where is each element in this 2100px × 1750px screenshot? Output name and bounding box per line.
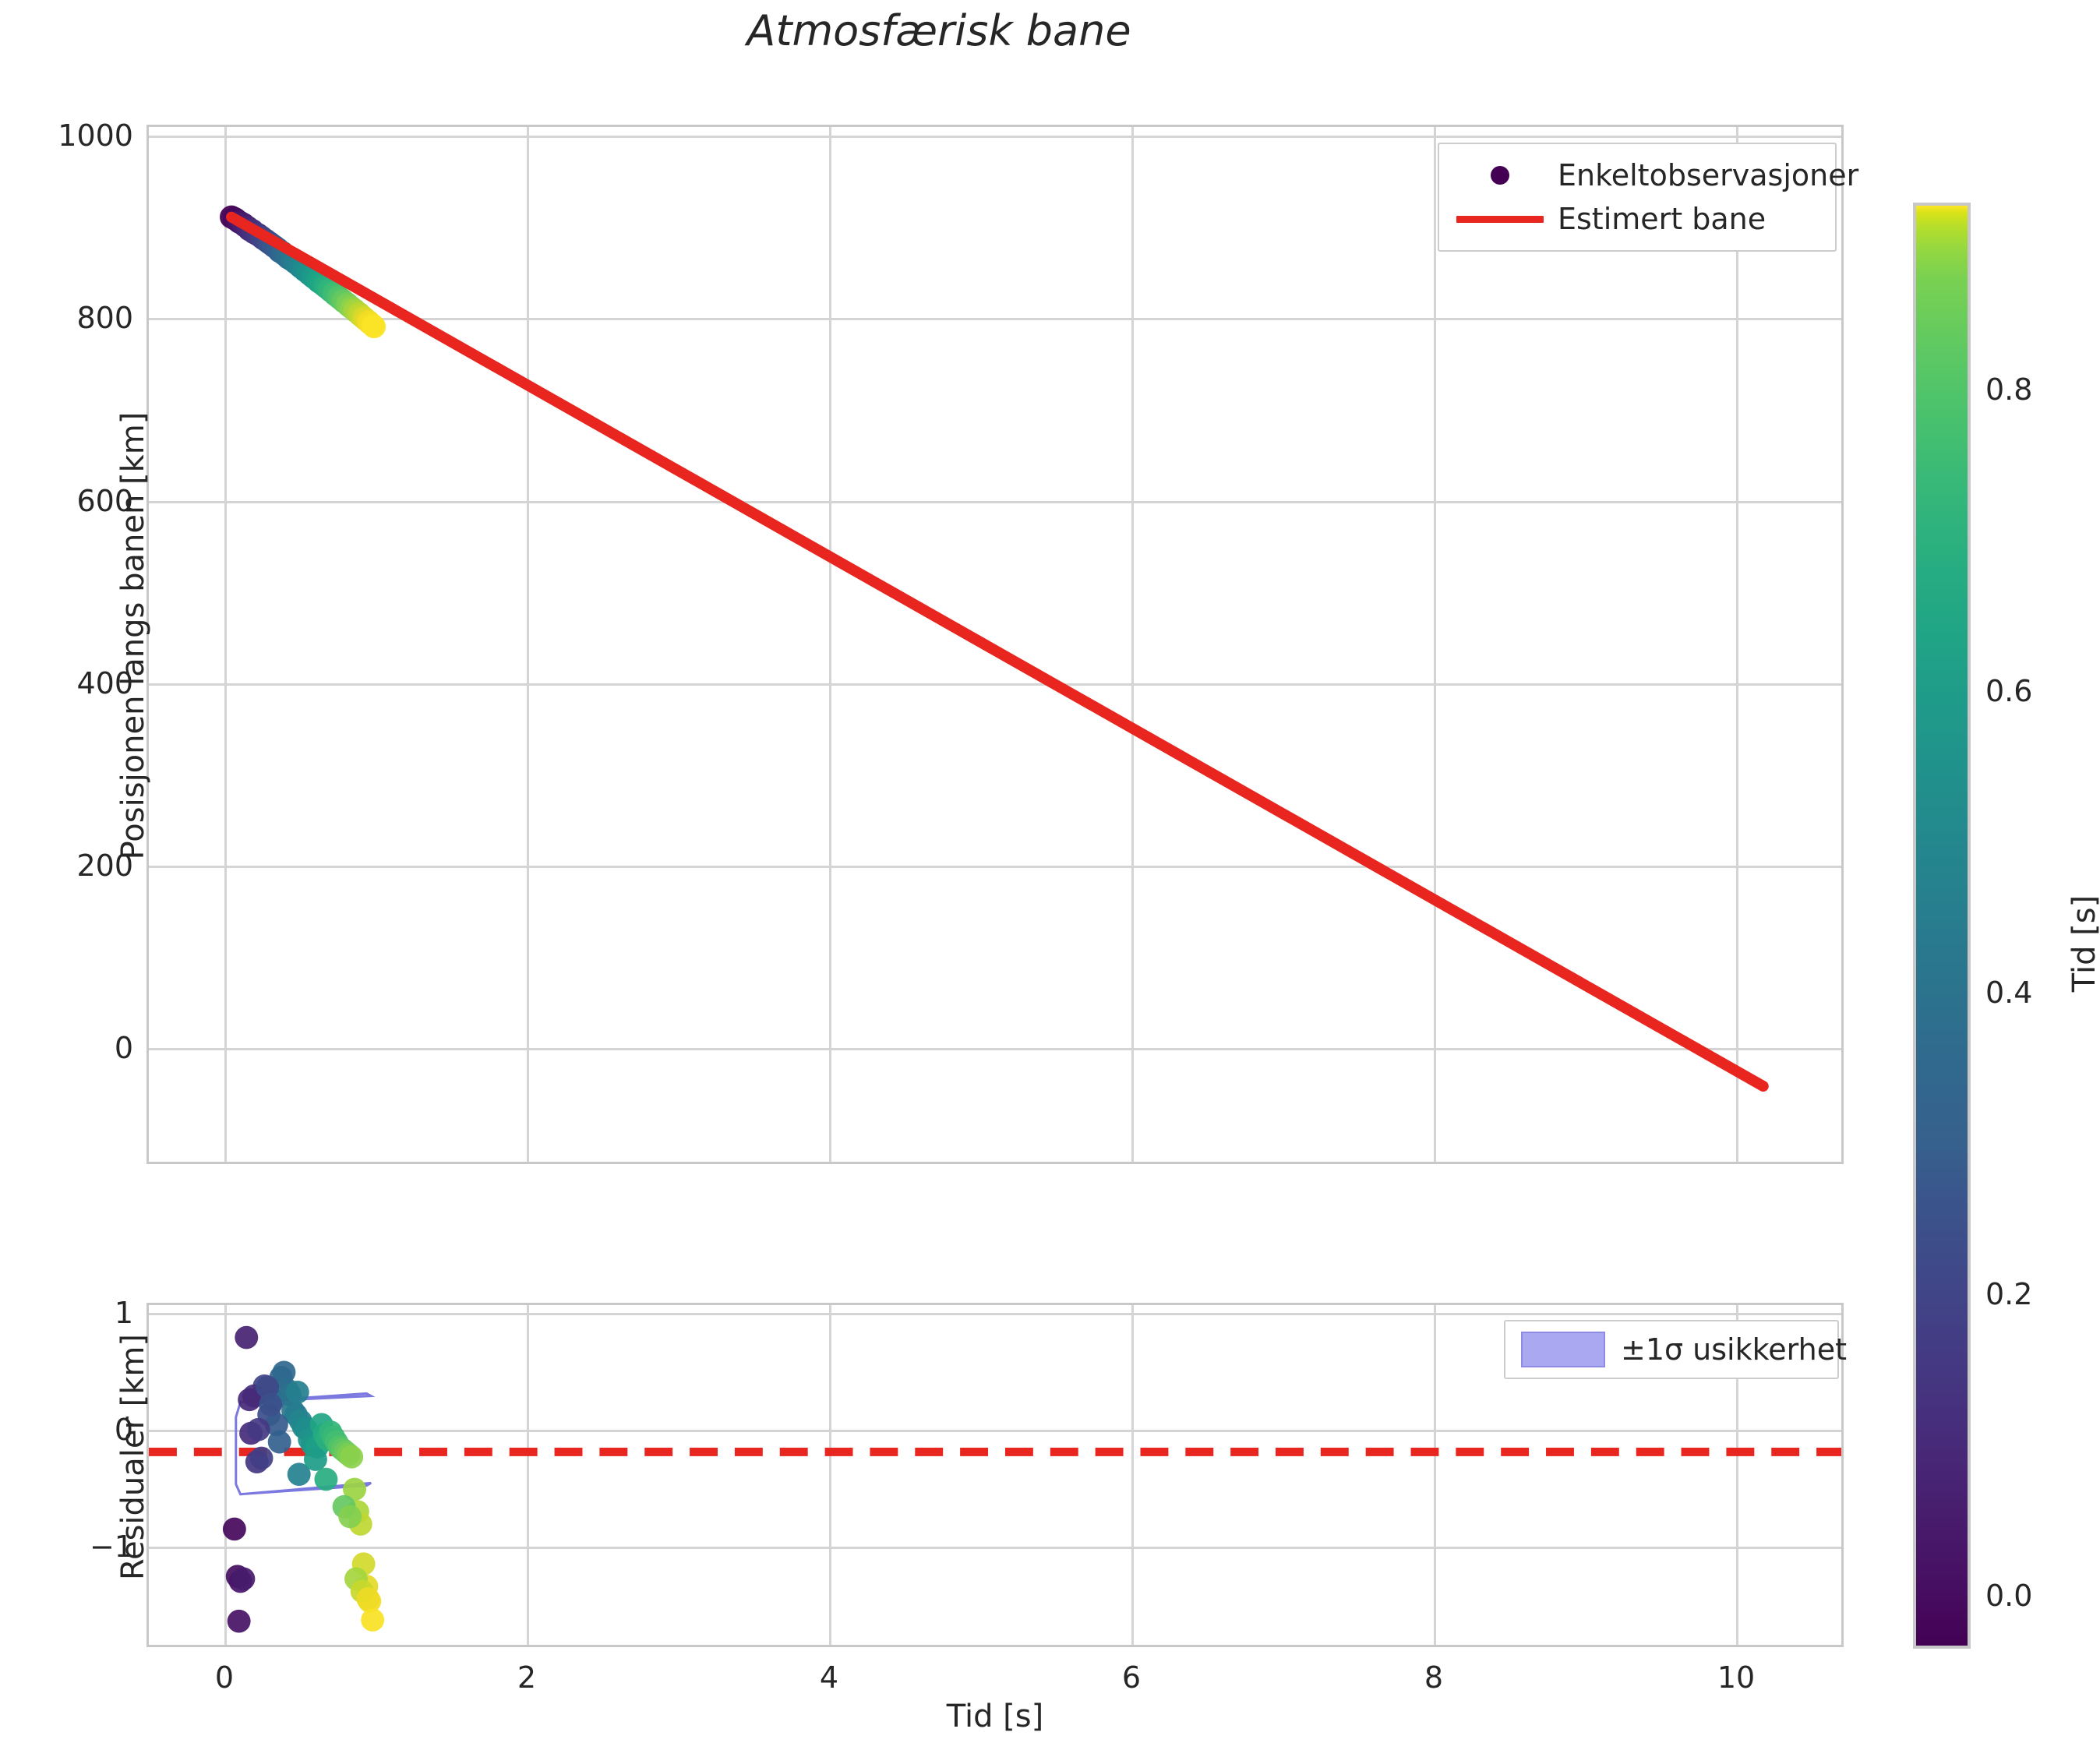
- xtick-2: 2: [517, 1660, 537, 1695]
- resid-gridline-y-neg1: [149, 1547, 1841, 1549]
- colorbar-tick-0.4: 0.4: [1985, 976, 2033, 1010]
- main-y-axis-label: Posisjonen langs banen [km]: [115, 411, 151, 860]
- colorbar-tick-0.2: 0.2: [1985, 1277, 2033, 1311]
- gridline-x-0: [224, 127, 227, 1162]
- main-plot-area: [149, 127, 1841, 1162]
- residual-plot-area: [149, 1305, 1841, 1645]
- gridline-x-10: [1736, 127, 1738, 1162]
- resid-gridline-x-6: [1131, 1305, 1134, 1645]
- resid-gridline-y-1: [149, 1313, 1841, 1315]
- residual-plot-axes: Residualer [km] 1 0 −1 0 2 4 6 8 10: [90, 1296, 1844, 1695]
- resid-ytick-neg1: −1: [89, 1529, 133, 1564]
- colorbar-tick-0.8: 0.8: [1985, 372, 2033, 407]
- residual-data-layer: [149, 1325, 1841, 1633]
- legend-entry-observations: Enkeltobservasjoner: [1453, 153, 1858, 197]
- main-plot-axes: Posisjonen langs banen [km] 1000 800 600…: [58, 118, 1844, 1164]
- legend-label-observations: Enkeltobservasjoner: [1558, 158, 1859, 192]
- xtick-8: 8: [1424, 1660, 1444, 1695]
- gridline-y-600: [149, 501, 1841, 503]
- main-ytick-800: 800: [76, 301, 133, 335]
- gridline-y-400: [149, 683, 1841, 686]
- main-ytick-400: 400: [76, 666, 133, 700]
- x-axis-label: Tid [s]: [946, 1699, 1044, 1734]
- resid-ytick-0: 0: [114, 1413, 133, 1447]
- resid-gridline-x-10: [1736, 1305, 1738, 1645]
- gridline-x-6: [1131, 127, 1134, 1162]
- resid-gridline-x-2: [527, 1305, 529, 1645]
- line-marker-icon: [1453, 215, 1547, 223]
- colorbar: [1913, 203, 1971, 1649]
- main-plot-data-layer: [220, 205, 1769, 1092]
- main-ytick-600: 600: [76, 484, 133, 518]
- resid-gridline-y-0: [149, 1430, 1841, 1432]
- uncertainty-band: [235, 1392, 376, 1496]
- main-ytick-0: 0: [114, 1031, 133, 1065]
- gridline-x-8: [1434, 127, 1436, 1162]
- gridline-y-0: [149, 1048, 1841, 1050]
- gridline-y-200: [149, 866, 1841, 868]
- residual-plot-legend: ±1σ usikkerhet: [1504, 1320, 1847, 1379]
- resid-gridline-x-0: [224, 1305, 227, 1645]
- gridline-x-4: [829, 127, 831, 1162]
- colorbar-tick-0.0: 0.0: [1985, 1579, 2033, 1613]
- gridline-y-1000: [149, 136, 1841, 138]
- scatter-marker-icon: [1453, 166, 1547, 185]
- legend-entry-uncertainty: ±1σ usikkerhet: [1516, 1328, 1847, 1371]
- main-ytick-1000: 1000: [58, 118, 133, 153]
- legend-entry-trajectory: Estimert bane: [1453, 197, 1821, 241]
- legend-label-trajectory: Estimert bane: [1558, 202, 1766, 236]
- colorbar-label: Tid [s]: [2066, 894, 2100, 993]
- xtick-6: 6: [1121, 1660, 1142, 1695]
- xtick-10: 10: [1717, 1660, 1756, 1695]
- resid-gridline-x-8: [1434, 1305, 1436, 1645]
- figure-title: Atmosfærisk bane: [746, 6, 1131, 55]
- resid-gridline-x-4: [829, 1305, 831, 1645]
- xtick-0: 0: [214, 1660, 235, 1695]
- main-ytick-200: 200: [76, 849, 133, 883]
- estimated-trajectory-line: [226, 211, 1769, 1092]
- legend-label-uncertainty: ±1σ usikkerhet: [1621, 1332, 1847, 1367]
- xtick-4: 4: [819, 1660, 839, 1695]
- main-plot-legend: Enkeltobservasjoner Estimert bane: [1438, 143, 1858, 252]
- band-patch-icon: [1516, 1332, 1610, 1367]
- resid-ytick-1: 1: [114, 1296, 133, 1330]
- colorbar-tick-0.6: 0.6: [1985, 674, 2033, 708]
- gridline-y-800: [149, 318, 1841, 320]
- gridline-x-2: [527, 127, 529, 1162]
- residual-scatter-points: [222, 1325, 385, 1633]
